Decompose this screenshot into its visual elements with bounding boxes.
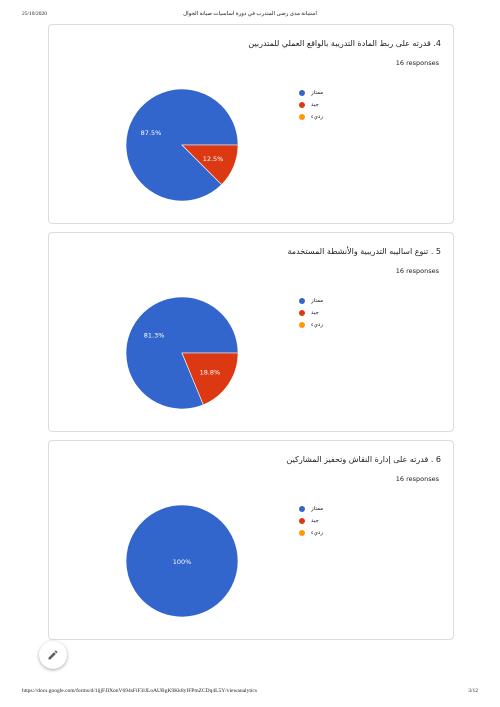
- chart-legend: ممتاز جيد رديء: [299, 503, 323, 539]
- legend-label: جيد: [311, 310, 319, 316]
- legend-item-bad[interactable]: رديء: [299, 527, 323, 539]
- pie-slice-good: [181, 352, 239, 406]
- print-date: 25/10/2020: [22, 11, 48, 17]
- legend-label: رديء: [311, 322, 323, 328]
- legend-label: رديء: [311, 114, 323, 120]
- legend-item-excellent[interactable]: ممتاز: [299, 295, 323, 307]
- slice-percent-label: 100%: [173, 558, 192, 566]
- question-card: 5 . تنوع اساليبه التدريبية والأنشطة المس…: [48, 232, 454, 432]
- legend-dot-icon: [299, 530, 305, 536]
- pie-chart: 100%: [125, 504, 239, 618]
- slice-percent-label: 81.3%: [144, 331, 165, 339]
- legend-label: جيد: [311, 518, 319, 524]
- legend-dot-icon: [299, 518, 305, 524]
- pie-chart: 87.5% 12.5%: [125, 88, 239, 202]
- page-number: 3/12: [468, 688, 478, 694]
- print-url: https://docs.google.com/forms/d/1ijjFJIX…: [22, 688, 257, 694]
- edit-button[interactable]: [39, 641, 67, 669]
- chart-legend: ممتاز جيد رديء: [299, 87, 323, 123]
- legend-item-good[interactable]: جيد: [299, 99, 323, 111]
- pie-slice-excellent: [125, 504, 239, 618]
- legend-dot-icon: [299, 102, 305, 108]
- legend-label: ممتاز: [311, 90, 324, 96]
- responses-count: 16 responses: [395, 267, 439, 275]
- legend-dot-icon: [299, 310, 305, 316]
- pie-slice-excellent: [125, 88, 239, 202]
- pencil-icon: [48, 650, 58, 660]
- slice-percent-label: 18.8%: [200, 369, 221, 377]
- legend-label: رديء: [311, 530, 323, 536]
- legend-item-bad[interactable]: رديء: [299, 319, 323, 331]
- print-header-title: استبانة مدى رضى المتدرب في دورة اساسيات …: [183, 11, 317, 17]
- chart-legend: ممتاز جيد رديء: [299, 295, 323, 331]
- legend-label: جيد: [311, 102, 319, 108]
- legend-dot-icon: [299, 114, 305, 120]
- legend-dot-icon: [299, 90, 305, 96]
- legend-dot-icon: [299, 298, 305, 304]
- legend-item-bad[interactable]: رديء: [299, 111, 323, 123]
- slice-percent-label: 12.5%: [203, 155, 224, 163]
- question-card: 4. قدرته على ربط المادة التدريبة بالواقع…: [48, 24, 454, 224]
- legend-item-good[interactable]: جيد: [299, 307, 323, 319]
- question-title: 5 . تنوع اساليبه التدريبية والأنشطة المس…: [287, 247, 441, 256]
- slice-percent-label: 87.5%: [141, 129, 162, 137]
- question-title: 6 . قدرته على إدارة النقاش وتحفيز المشار…: [286, 455, 441, 464]
- legend-dot-icon: [299, 322, 305, 328]
- legend-dot-icon: [299, 506, 305, 512]
- responses-count: 16 responses: [395, 59, 439, 67]
- legend-item-excellent[interactable]: ممتاز: [299, 87, 323, 99]
- question-card: 6 . قدرته على إدارة النقاش وتحفيز المشار…: [48, 440, 454, 640]
- pie-chart: 81.3% 18.8%: [125, 296, 239, 410]
- legend-label: ممتاز: [311, 506, 324, 512]
- responses-count: 16 responses: [395, 475, 439, 483]
- pie-slice-good: [181, 144, 239, 186]
- legend-label: ممتاز: [311, 298, 324, 304]
- legend-item-good[interactable]: جيد: [299, 515, 323, 527]
- legend-item-excellent[interactable]: ممتاز: [299, 503, 323, 515]
- question-title: 4. قدرته على ربط المادة التدريبة بالواقع…: [248, 39, 441, 48]
